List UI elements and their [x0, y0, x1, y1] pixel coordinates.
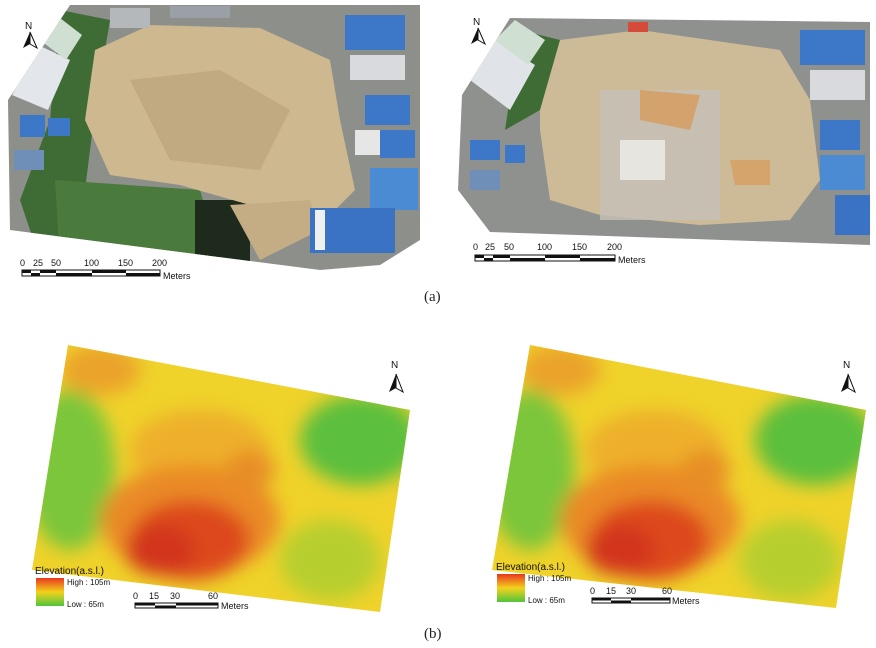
legend-high: High : 105m — [528, 574, 571, 583]
scale-tick-label: 150 — [572, 242, 587, 252]
north-label: N — [391, 360, 398, 371]
scale-unit: Meters — [221, 601, 249, 611]
scale-tick-label: 100 — [84, 258, 99, 268]
scale-bar — [21, 269, 161, 277]
scale-tick-label: 30 — [170, 591, 180, 601]
panel-label-b: (b) — [424, 626, 442, 642]
scale-tick-label: 200 — [607, 242, 622, 252]
scale-tick-label: 0 — [133, 591, 138, 601]
scale-tick-label: 150 — [118, 258, 133, 268]
legend-low: Low : 65m — [67, 600, 104, 609]
scale-tick-label: 15 — [149, 591, 159, 601]
legend-title: Elevation(a.s.l.) — [35, 566, 104, 577]
scale-tick-label: 200 — [152, 258, 167, 268]
scale-bar — [134, 602, 219, 609]
north-arrow-icon — [23, 31, 39, 50]
panel-label-a: (a) — [424, 289, 441, 305]
elevation-map-left: N Elevation(a.s.l.) High : 105m Low : 65… — [32, 345, 410, 612]
orthophoto-map-right: N 0 25 50 100 150 200 Meters — [458, 17, 870, 265]
scale-tick-label: 15 — [606, 586, 616, 596]
scale-unit: Meters — [618, 255, 646, 265]
legend-color-ramp — [36, 578, 64, 606]
scale-tick-label: 0 — [473, 242, 478, 252]
scale-tick-label: 50 — [504, 242, 514, 252]
north-label: N — [25, 21, 32, 32]
scale-tick-label: 0 — [590, 586, 595, 596]
legend-color-ramp — [497, 574, 525, 602]
scale-tick-label: 25 — [33, 258, 43, 268]
scale-bar — [474, 254, 616, 262]
legend-low: Low : 65m — [528, 596, 565, 605]
north-arrow-icon — [841, 373, 856, 394]
north-label: N — [843, 360, 850, 371]
scale-tick-label: 60 — [208, 591, 218, 601]
scale-unit: Meters — [672, 596, 700, 606]
legend-high: High : 105m — [67, 578, 110, 587]
scale-tick-label: 60 — [662, 586, 672, 596]
scale-tick-label: 30 — [626, 586, 636, 596]
scale-tick-label: 0 — [20, 258, 25, 268]
scale-tick-label: 100 — [537, 242, 552, 252]
orthophoto-map-left: N 0 25 50 100 150 200 Meters — [8, 5, 420, 281]
north-arrow-icon — [389, 373, 404, 394]
north-arrow-icon — [471, 27, 487, 46]
scale-tick-label: 25 — [485, 242, 495, 252]
legend-title: Elevation(a.s.l.) — [496, 562, 565, 573]
north-label: N — [473, 17, 480, 28]
scale-unit: Meters — [163, 271, 191, 281]
scale-bar — [591, 597, 671, 604]
scale-tick-label: 50 — [51, 258, 61, 268]
elevation-map-right: N Elevation(a.s.l.) High : 105m Low : 65… — [492, 345, 866, 608]
